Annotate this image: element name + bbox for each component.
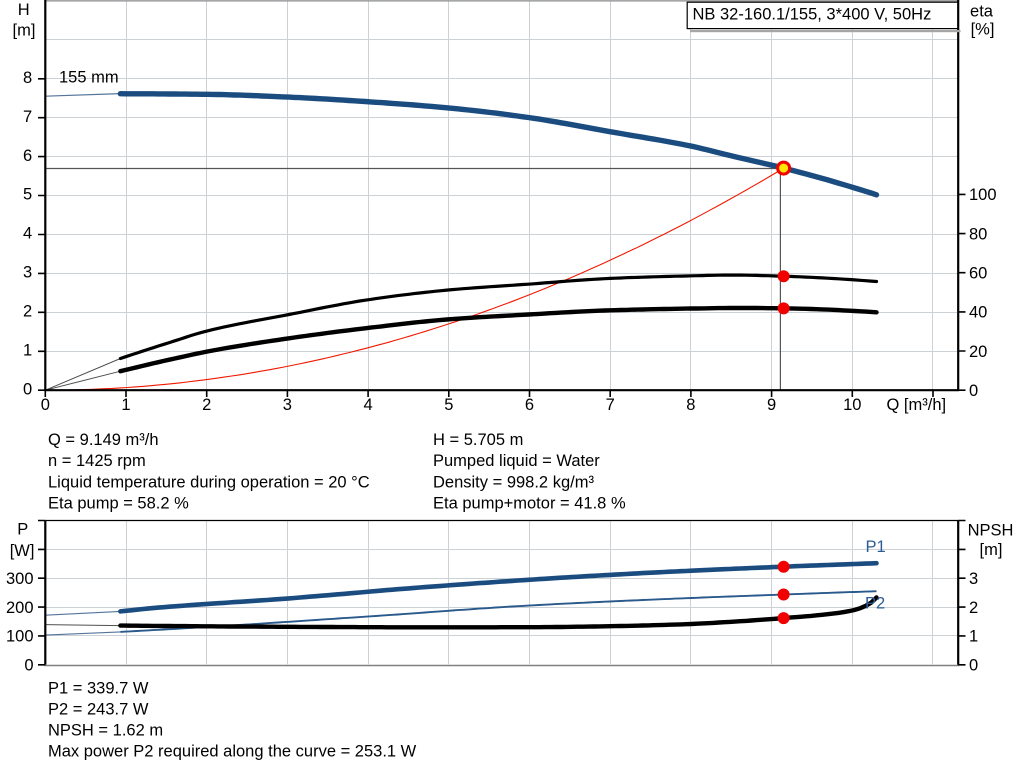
svg-text:4: 4 — [23, 225, 32, 243]
svg-text:n = 1425 rpm: n = 1425 rpm — [48, 452, 146, 470]
svg-text:[%]: [%] — [971, 20, 995, 38]
svg-text:0: 0 — [23, 380, 32, 398]
svg-text:10: 10 — [843, 396, 861, 414]
svg-text:Q [m³/h]: Q [m³/h] — [887, 396, 947, 414]
svg-text:5: 5 — [444, 396, 453, 414]
svg-text:1: 1 — [121, 396, 130, 414]
svg-text:Density = 998.2 kg/m³: Density = 998.2 kg/m³ — [433, 473, 594, 491]
svg-text:3: 3 — [283, 396, 292, 414]
svg-text:8: 8 — [23, 69, 32, 87]
svg-text:Max power P2 required along th: Max power P2 required along the curve = … — [48, 742, 417, 760]
svg-text:P2: P2 — [865, 595, 885, 613]
svg-text:60: 60 — [969, 265, 987, 283]
svg-text:5: 5 — [23, 186, 32, 204]
svg-text:100: 100 — [6, 628, 34, 646]
svg-text:155 mm: 155 mm — [59, 69, 119, 87]
svg-text:20: 20 — [969, 343, 987, 361]
svg-text:[W]: [W] — [10, 542, 35, 560]
svg-text:Liquid temperature during oper: Liquid temperature during operation = 20… — [48, 473, 370, 491]
svg-text:1: 1 — [23, 342, 32, 360]
svg-text:NB 32-160.1/155, 3*400 V, 50Hz: NB 32-160.1/155, 3*400 V, 50Hz — [693, 6, 932, 24]
svg-text:Eta pump+motor = 41.8 %: Eta pump+motor = 41.8 % — [433, 495, 626, 513]
svg-text:[m]: [m] — [13, 21, 36, 39]
svg-text:300: 300 — [6, 570, 34, 588]
svg-text:7: 7 — [606, 396, 615, 414]
svg-text:H: H — [18, 1, 30, 19]
svg-text:0: 0 — [24, 657, 33, 675]
svg-text:6: 6 — [525, 396, 534, 414]
svg-text:P1 = 339.7 W: P1 = 339.7 W — [48, 679, 149, 697]
svg-text:2: 2 — [969, 599, 978, 617]
svg-text:P1: P1 — [866, 538, 886, 556]
svg-text:3: 3 — [969, 570, 978, 588]
svg-text:0: 0 — [969, 657, 978, 675]
svg-text:[m]: [m] — [980, 541, 1003, 559]
svg-text:0: 0 — [41, 396, 50, 414]
svg-text:2: 2 — [23, 303, 32, 321]
svg-text:NPSH: NPSH — [968, 521, 1014, 539]
svg-text:eta: eta — [970, 2, 994, 20]
svg-text:6: 6 — [23, 147, 32, 165]
svg-text:Eta pump = 58.2 %: Eta pump = 58.2 % — [48, 495, 189, 513]
svg-text:Q = 9.149 m³/h: Q = 9.149 m³/h — [48, 431, 159, 449]
svg-text:200: 200 — [6, 599, 34, 617]
svg-text:40: 40 — [969, 304, 987, 322]
svg-text:80: 80 — [969, 225, 987, 243]
svg-text:100: 100 — [969, 186, 997, 204]
svg-text:7: 7 — [23, 108, 32, 126]
svg-text:9: 9 — [767, 396, 776, 414]
svg-text:Pumped liquid = Water: Pumped liquid = Water — [433, 452, 600, 470]
svg-text:P2 = 243.7 W: P2 = 243.7 W — [48, 700, 149, 718]
svg-text:4: 4 — [364, 396, 373, 414]
svg-text:P: P — [17, 521, 28, 539]
svg-text:3: 3 — [23, 264, 32, 282]
svg-text:NPSH = 1.62 m: NPSH = 1.62 m — [48, 721, 163, 739]
svg-text:0: 0 — [969, 382, 978, 400]
svg-text:H = 5.705 m: H = 5.705 m — [433, 431, 523, 449]
svg-text:8: 8 — [686, 396, 695, 414]
svg-text:1: 1 — [969, 628, 978, 646]
svg-text:2: 2 — [202, 396, 211, 414]
